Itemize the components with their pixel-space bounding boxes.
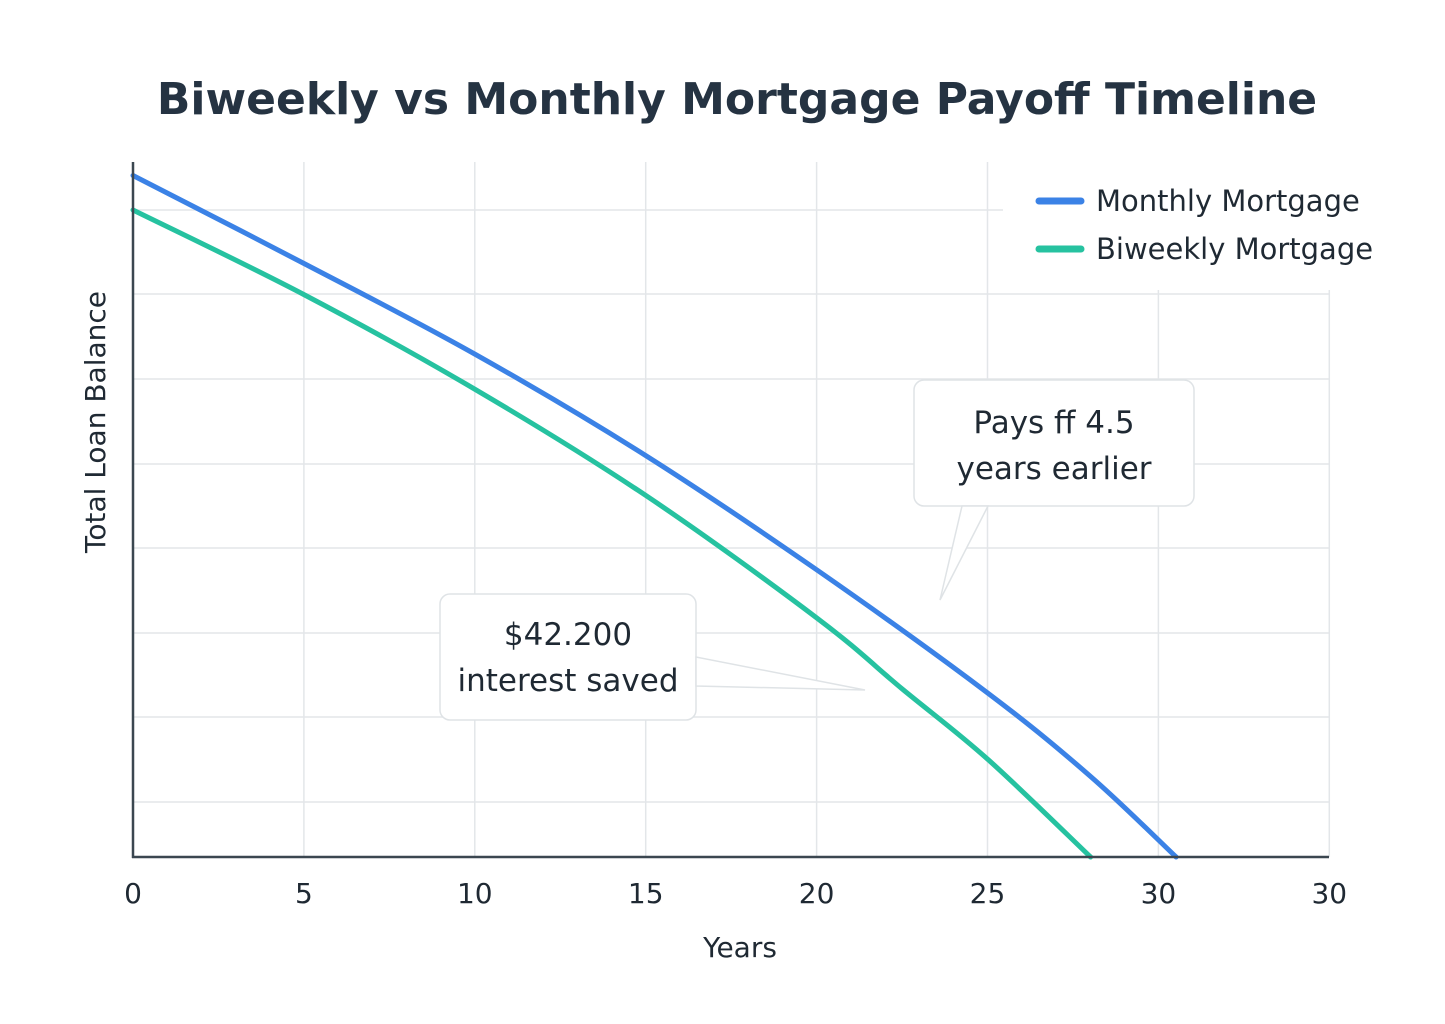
callout-box bbox=[913, 379, 1195, 507]
callout-text-line: $42.200 bbox=[504, 617, 632, 653]
x-tick-label: 10 bbox=[457, 877, 493, 910]
callout-box bbox=[439, 593, 697, 721]
axes bbox=[131, 162, 1329, 859]
legend-label-monthly-mortgage: Monthly Mortgage bbox=[1096, 184, 1360, 218]
callout-pointer bbox=[695, 656, 866, 691]
series-line-monthly-mortgage bbox=[130, 172, 1179, 860]
x-axis-label: Years bbox=[702, 931, 777, 964]
series-lines bbox=[130, 172, 1179, 860]
x-tick-label: 0 bbox=[124, 877, 142, 910]
series-line-biweekly-mortgage bbox=[130, 207, 1094, 860]
x-tick-label: 30 bbox=[1311, 877, 1347, 910]
callout-pointer bbox=[939, 505, 990, 601]
x-tick-label: 25 bbox=[970, 877, 1006, 910]
legend-label-biweekly-mortgage: Biweekly Mortgage bbox=[1096, 232, 1373, 266]
x-tick-labels: 0 5 10 15 20 25 30 30 bbox=[124, 877, 1347, 910]
x-tick-label: 20 bbox=[799, 877, 835, 910]
callout-payoff: Pays ff 4.5 years earlier bbox=[913, 379, 1195, 601]
callout-text-line: interest saved bbox=[457, 663, 678, 699]
callout-interest: $42.200 interest saved bbox=[439, 593, 866, 721]
y-axis-label: Total Loan Balance bbox=[79, 291, 112, 554]
x-tick-label: 5 bbox=[295, 877, 313, 910]
legend: Monthly Mortgage Biweekly Mortgage bbox=[1035, 184, 1373, 266]
x-tick-label: 15 bbox=[628, 877, 664, 910]
callout-text-line: years earlier bbox=[956, 451, 1151, 487]
annotations: Pays ff 4.5 years earlier $42.200 interest … bbox=[439, 379, 1195, 721]
callout-text-line: Pays ff 4.5 bbox=[973, 405, 1134, 441]
chart-title: Biweekly vs Monthly Mortgage Payoff Time… bbox=[157, 74, 1317, 125]
x-tick-label: 30 bbox=[1141, 877, 1177, 910]
